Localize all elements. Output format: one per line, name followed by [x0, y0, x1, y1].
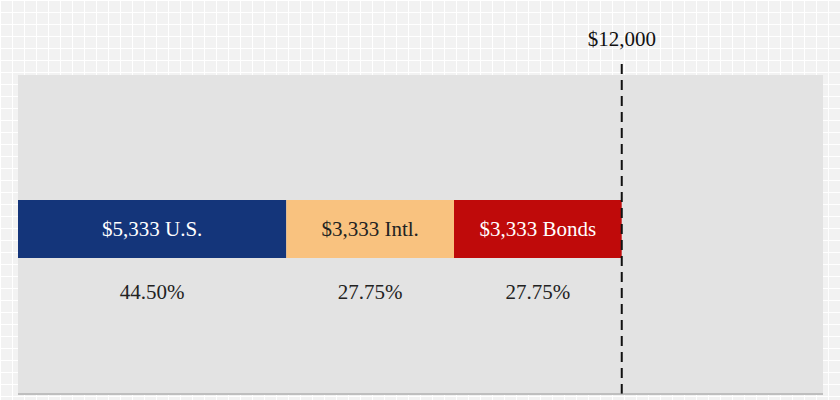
svg-text:27.75%: 27.75%: [505, 280, 570, 304]
svg-text:$5,333 U.S.: $5,333 U.S.: [102, 217, 202, 241]
svg-text:44.50%: 44.50%: [120, 280, 185, 304]
svg-text:27.75%: 27.75%: [338, 280, 403, 304]
svg-text:$3,333 Bonds: $3,333 Bonds: [480, 217, 597, 241]
svg-text:$12,000: $12,000: [588, 27, 656, 51]
svg-text:$3,333 Intl.: $3,333 Intl.: [321, 217, 418, 241]
